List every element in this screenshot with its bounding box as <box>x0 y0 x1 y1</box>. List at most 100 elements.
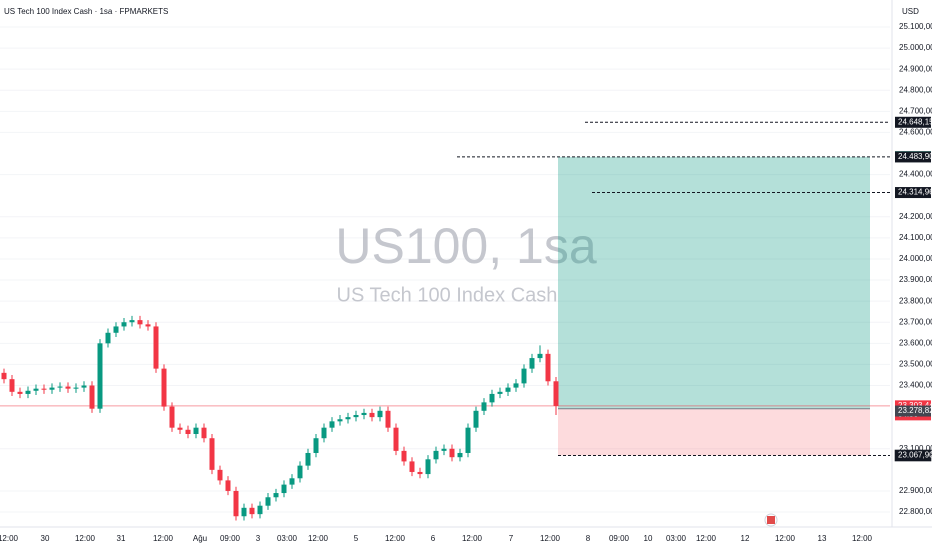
candle-body <box>305 452 311 466</box>
watermark: US100, 1sa <box>335 218 596 274</box>
loss-zone <box>558 408 870 456</box>
y-tick-label: 24.100,00 <box>899 233 932 242</box>
grid <box>0 26 890 513</box>
x-tick-label: 8 <box>586 534 591 543</box>
x-tick-label: 30 <box>41 534 50 543</box>
y-tick-label: 23.400,00 <box>899 381 932 390</box>
y-tick-label: 24.900,00 <box>899 64 932 73</box>
candle-body <box>401 450 407 462</box>
candle-body <box>177 427 183 430</box>
x-tick-label: 09:00 <box>609 534 630 543</box>
x-tick-label: 10 <box>644 534 653 543</box>
watermark-subtitle: US Tech 100 Index Cash <box>337 284 558 306</box>
candle-body <box>121 322 127 327</box>
candle-body <box>233 490 239 517</box>
candle-body <box>257 505 263 515</box>
x-tick-label: 12:00 <box>462 534 483 543</box>
candle-body <box>185 429 191 434</box>
y-tick-label: 23.700,00 <box>899 317 932 326</box>
candle-body <box>361 412 367 416</box>
candle-body <box>545 353 551 382</box>
x-tick-label: 12:00 <box>75 534 96 543</box>
candle-body <box>217 469 223 481</box>
candle-body <box>497 391 503 394</box>
candle-body <box>57 386 63 388</box>
candle-body <box>529 358 535 369</box>
y-tick-label: 25.100,00 <box>899 22 932 31</box>
candle-body <box>81 385 87 388</box>
candle-body <box>241 507 247 517</box>
y-tick-label: 23.100,00 <box>899 444 932 453</box>
y-tick-label: 24.600,00 <box>899 128 932 137</box>
price-tag-label: 23.303,44 <box>898 401 932 410</box>
x-tick-label: 6 <box>431 534 436 543</box>
candle-body <box>153 326 159 369</box>
candle-body <box>505 387 511 392</box>
price-tag-label: 24.648,15 <box>898 117 932 126</box>
candle-body <box>129 320 135 323</box>
candle-body <box>321 427 327 439</box>
y-tick-label: 22.900,00 <box>899 486 932 495</box>
profit-zone <box>558 156 870 409</box>
x-tick-label: 12:00 <box>540 534 561 543</box>
event-flag <box>767 516 775 524</box>
x-tick-label: 03:00 <box>666 534 687 543</box>
candle-body <box>137 320 143 325</box>
x-tick-label: 13 <box>818 534 827 543</box>
candle-body <box>337 419 343 422</box>
candle-body <box>345 417 351 420</box>
candle-body <box>441 448 447 451</box>
candle-body <box>457 452 463 458</box>
x-tick-label: 12:00 <box>153 534 174 543</box>
x-tick-label: 12:00 <box>385 534 406 543</box>
candle-body <box>105 332 111 344</box>
y-tick-label: 23.500,00 <box>899 360 932 369</box>
x-tick-label: 31 <box>117 534 126 543</box>
candle-body <box>377 410 383 418</box>
candle-body <box>145 324 151 327</box>
candle-body <box>161 368 167 407</box>
x-tick-label: 7 <box>509 534 514 543</box>
chart-title[interactable]: US Tech 100 Index Cash · 1sa · FPMARKETS <box>4 7 168 16</box>
candle-body <box>169 406 175 428</box>
x-tick-label: 03:00 <box>277 534 298 543</box>
candle-body <box>513 383 519 388</box>
x-tick-label: 12:00 <box>308 534 329 543</box>
candle-body <box>489 393 495 403</box>
y-tick-label: 24.400,00 <box>899 170 932 179</box>
x-tick-label: 3 <box>256 534 261 543</box>
price-tag <box>895 116 931 128</box>
price-tag-label: 24.483,90 <box>898 152 932 161</box>
candle-body <box>65 386 71 389</box>
candle-body <box>425 459 431 475</box>
candle-body <box>281 484 287 494</box>
candle-body <box>449 448 455 458</box>
candle-body <box>537 353 543 359</box>
y-tick-label: 24.200,00 <box>899 212 932 221</box>
candle-body <box>553 381 559 406</box>
x-tick-label: 12:00 <box>852 534 873 543</box>
currency[interactable]: USD <box>902 7 919 16</box>
candle-body <box>17 391 23 394</box>
candle-body <box>481 402 487 411</box>
candle-body <box>393 427 399 451</box>
y-tick-label: 23.800,00 <box>899 296 932 305</box>
y-tick-label: 23.600,00 <box>899 338 932 347</box>
price-tag-label: 24.314,96 <box>898 188 932 197</box>
candle-body <box>265 497 271 506</box>
price-tag <box>895 187 931 199</box>
price-tag-label: 23.067,90 <box>898 451 932 460</box>
candle-body <box>49 387 55 390</box>
candle-body <box>1 372 7 380</box>
candle-body <box>97 343 103 409</box>
candle-body <box>209 438 215 470</box>
candle-body <box>409 461 415 472</box>
y-tick-label: 23.900,00 <box>899 275 932 284</box>
candle-body <box>249 507 255 515</box>
price-tag-label: 23.278,82 <box>898 406 932 415</box>
price-tag <box>895 450 931 462</box>
candle-body <box>225 480 231 491</box>
candle-body <box>329 421 335 428</box>
candle-body <box>113 326 119 333</box>
